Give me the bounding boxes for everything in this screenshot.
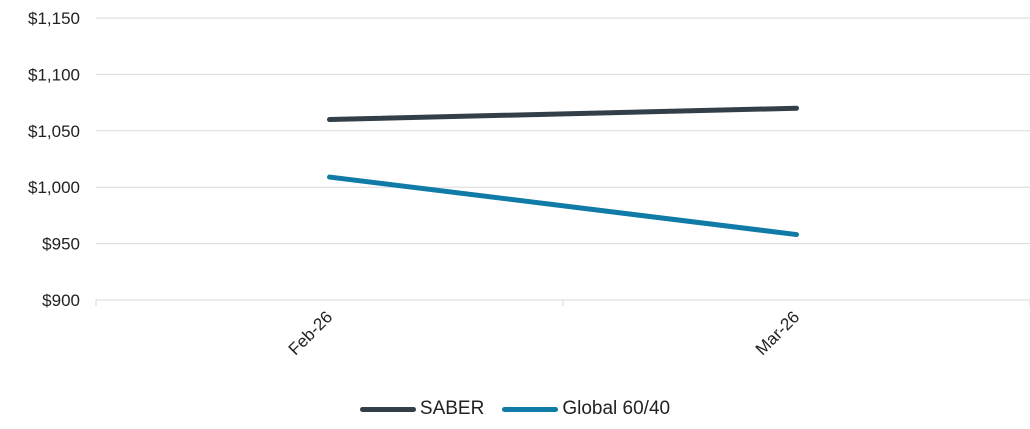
legend-swatch-saber [359,406,416,412]
series-lines [327,105,799,238]
x-tick-label: Feb-26 [285,307,337,359]
y-tick-label: $1,150 [28,9,80,28]
y-axis-tick-labels: $900 $950 $1,000 $1,050 $1,100 $1,150 [28,9,80,310]
y-tick-label: $950 [42,235,80,254]
series-line-global-60-40 [327,174,799,238]
y-tick-label: $1,100 [28,65,80,84]
legend-item-saber: SABER [359,398,485,420]
legend-label-saber: SABER [419,398,485,419]
y-tick-label: $1,050 [28,122,80,141]
y-tick-label: $900 [42,291,80,310]
series-line-saber [327,105,799,123]
grid-lines [96,17,1030,301]
legend-swatch-global-60-40 [502,406,559,412]
legend: SABER Global 60/40 [0,398,1030,420]
legend-label-global-60-40: Global 60/40 [562,398,671,419]
x-axis: Feb-26 Mar-26 [95,300,1030,359]
y-tick-label: $1,000 [28,178,80,197]
legend-item-global-60-40: Global 60/40 [502,398,670,420]
x-tick-label: Mar-26 [752,307,804,359]
